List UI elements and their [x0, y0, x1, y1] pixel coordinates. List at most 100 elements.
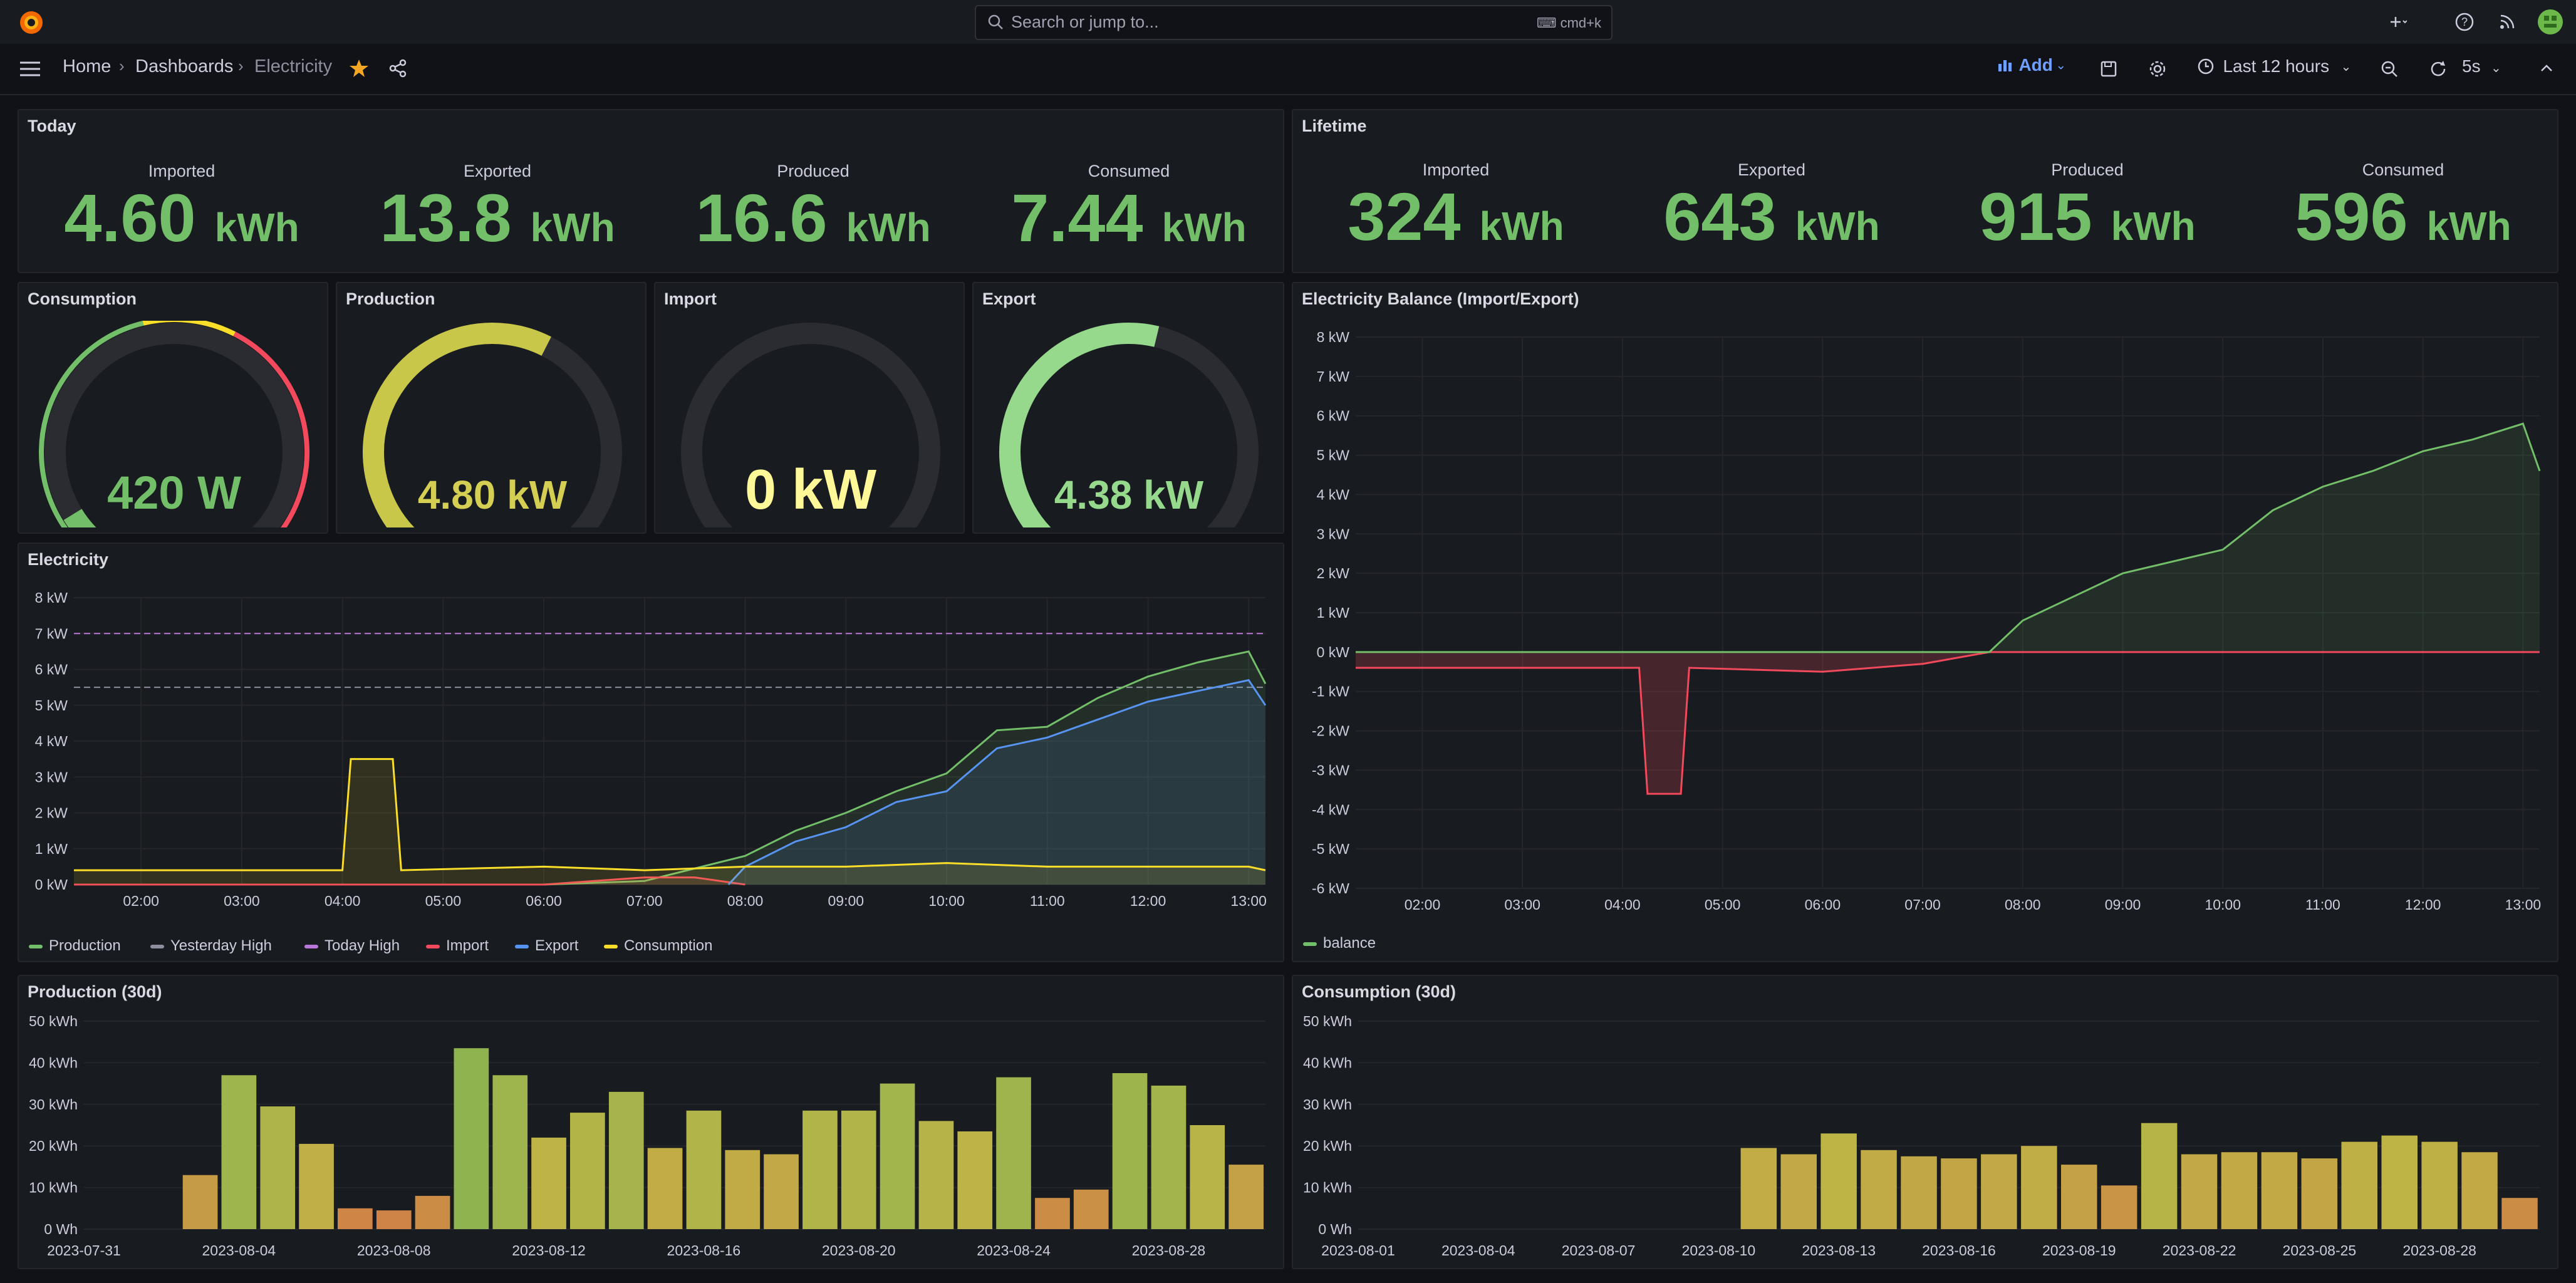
stat-value: 643	[1663, 179, 1777, 254]
legend-item[interactable]: Production	[29, 937, 121, 955]
dashboard-nav-bar: Home › Dashboards › Electricity Add ⌄ La…	[0, 44, 2576, 95]
bar-2023-08-11	[492, 1075, 528, 1229]
y-tick-label: -6 kW	[1312, 880, 1349, 896]
legend-item[interactable]: Today High	[304, 937, 400, 955]
balance-import-area	[1356, 652, 2540, 794]
menu-icon[interactable]	[18, 58, 43, 80]
x-tick-label: 07:00	[626, 893, 663, 909]
legend-item[interactable]: Consumption	[604, 937, 712, 955]
search-placeholder: Search or jump to...	[1011, 13, 1159, 31]
user-avatar[interactable]	[2537, 9, 2563, 35]
stat-unit: kWh	[1161, 205, 1247, 250]
y-tick-label: 7 kW	[35, 625, 68, 642]
series-line-consumption	[74, 758, 1266, 871]
balance-export-line	[1356, 422, 2541, 653]
bar-2023-08-27	[1112, 1073, 1148, 1229]
consumption-30d-chart[interactable]: 0 Wh 10 kWh 20 kWh 30 kWh 40 kWh 50 kWh 2023-0…	[1293, 1004, 2557, 1267]
news-rss-icon[interactable]	[2496, 11, 2518, 33]
export-gauge: 4.38 kW	[999, 323, 1259, 527]
gauge-value-arc	[999, 323, 1160, 527]
help-icon[interactable]: ?	[2453, 11, 2476, 33]
bar-2023-08-20	[2101, 1185, 2137, 1229]
bar-2023-08-12	[531, 1137, 566, 1229]
y-tick-label: 3 kW	[35, 769, 68, 785]
stat-value: 4.60	[64, 180, 196, 256]
x-tick-label: 11:00	[2305, 896, 2340, 913]
bar-2023-08-03	[182, 1175, 218, 1229]
gauge-value: 4.80 kW	[418, 472, 568, 517]
y-tick-label: -1 kW	[1312, 683, 1349, 700]
y-tick-label: 30 kWh	[1303, 1096, 1352, 1113]
chevron-down-icon: ⌄	[2491, 61, 2501, 75]
legend-item[interactable]: Export	[515, 937, 578, 955]
add-button[interactable]: Add ⌄	[1996, 55, 2066, 83]
legend-item[interactable]: Yesterday High	[150, 937, 272, 955]
star-favorite-icon[interactable]	[348, 58, 370, 79]
y-tick-label: 8 kW	[35, 590, 68, 606]
y-tick-label: 1 kW	[35, 841, 68, 857]
bar-2023-08-08	[376, 1210, 412, 1229]
bar-2023-08-24	[2261, 1152, 2298, 1229]
balance-chart[interactable]: -6 kW -5 kW -4 kW -3 kW -2 kW -1 kW 0 kW 1 kW 2 …	[1293, 314, 2557, 928]
x-tick-label: 13:00	[2505, 896, 2542, 913]
search-input[interactable]: Search or jump to... ⌨ cmd+k	[975, 5, 1613, 40]
x-tick-label: 2023-08-10	[1682, 1242, 1756, 1259]
y-tick-label: 2 kW	[35, 805, 68, 821]
time-range-picker[interactable]: Last 12 hours ⌄	[2196, 56, 2351, 76]
refresh-interval-picker[interactable]: 5s ⌄	[2462, 56, 2501, 76]
y-tick-label: 1 kW	[1317, 605, 1350, 621]
save-icon[interactable]	[2099, 59, 2119, 79]
add-panel-icon	[1998, 60, 2012, 71]
stat-unit: kWh	[214, 205, 299, 250]
x-tick-label: 2023-08-28	[2402, 1242, 2476, 1259]
y-tick-label: 0 kW	[35, 876, 68, 893]
x-tick-label: 12:00	[1130, 893, 1166, 909]
bar-2023-08-15	[1901, 1156, 1937, 1229]
y-tick-label: 4 kW	[35, 733, 68, 749]
breadcrumb-home[interactable]: Home	[63, 56, 112, 76]
bar-2023-08-22	[918, 1121, 954, 1229]
y-tick-label: 50 kWh	[1303, 1013, 1352, 1029]
bar-2023-08-26	[1073, 1189, 1109, 1229]
stat-label: Produced	[2051, 160, 2124, 179]
panel-title: Production (30d)	[28, 982, 162, 1001]
stat-lifetime-produced: Produced 915 kWh	[1931, 160, 2244, 254]
gauge-track	[44, 323, 304, 527]
zoom-out-icon[interactable]	[2379, 59, 2399, 79]
clock-icon	[2198, 58, 2214, 75]
settings-gear-icon[interactable]	[2148, 59, 2168, 79]
collapse-chevron-up-icon[interactable]	[2537, 59, 2556, 78]
stat-label: Exported	[1737, 160, 1806, 179]
grafana-logo-icon[interactable]	[18, 9, 45, 36]
import-gauge-panel: Import 0 kW	[654, 282, 965, 534]
x-tick-label: 02:00	[123, 893, 159, 909]
add-button-label: Add	[2018, 55, 2053, 75]
y-tick-label: 20 kWh	[1303, 1138, 1352, 1154]
panel-title: Export	[982, 289, 1036, 308]
bar-2023-08-13	[570, 1113, 605, 1229]
production-gauge-panel: Production 4.80 kW	[336, 282, 647, 534]
x-tick-label: 2023-08-04	[1441, 1242, 1515, 1259]
x-tick-label: 2023-08-04	[202, 1242, 276, 1259]
legend-swatch	[604, 944, 618, 948]
breadcrumb-dashboards[interactable]: Dashboards	[135, 56, 234, 76]
x-tick-label: 03:00	[224, 893, 260, 909]
production-30d-chart[interactable]: 0 Wh 10 kWh 20 kWh 30 kWh 40 kWh 50 kWh 2023-0…	[19, 1004, 1283, 1267]
legend-item[interactable]: balance	[1303, 935, 1376, 952]
new-plus-icon[interactable]	[2384, 11, 2407, 33]
share-icon[interactable]	[387, 58, 408, 79]
stat-label: Imported	[148, 162, 216, 180]
bar-2023-08-17	[725, 1150, 761, 1229]
x-tick-label: 13:00	[1230, 893, 1267, 909]
legend-swatch	[150, 944, 164, 948]
stat-unit: kWh	[2111, 204, 2196, 249]
refresh-icon[interactable]	[2428, 59, 2448, 79]
refresh-interval-label: 5s	[2462, 56, 2481, 76]
x-tick-label: 11:00	[1030, 893, 1065, 909]
legend-item[interactable]: Import	[426, 937, 489, 955]
electricity-chart[interactable]: 0 kW 1 kW 2 kW 3 kW 4 kW 5 kW 6 kW 7 kW 8 kW 02:0…	[19, 575, 1283, 926]
bar-2023-08-23	[2221, 1152, 2258, 1229]
bar-2023-08-19	[802, 1110, 838, 1229]
bar-2023-08-30	[2501, 1198, 2538, 1229]
x-tick-label: 2023-07-31	[47, 1242, 121, 1259]
